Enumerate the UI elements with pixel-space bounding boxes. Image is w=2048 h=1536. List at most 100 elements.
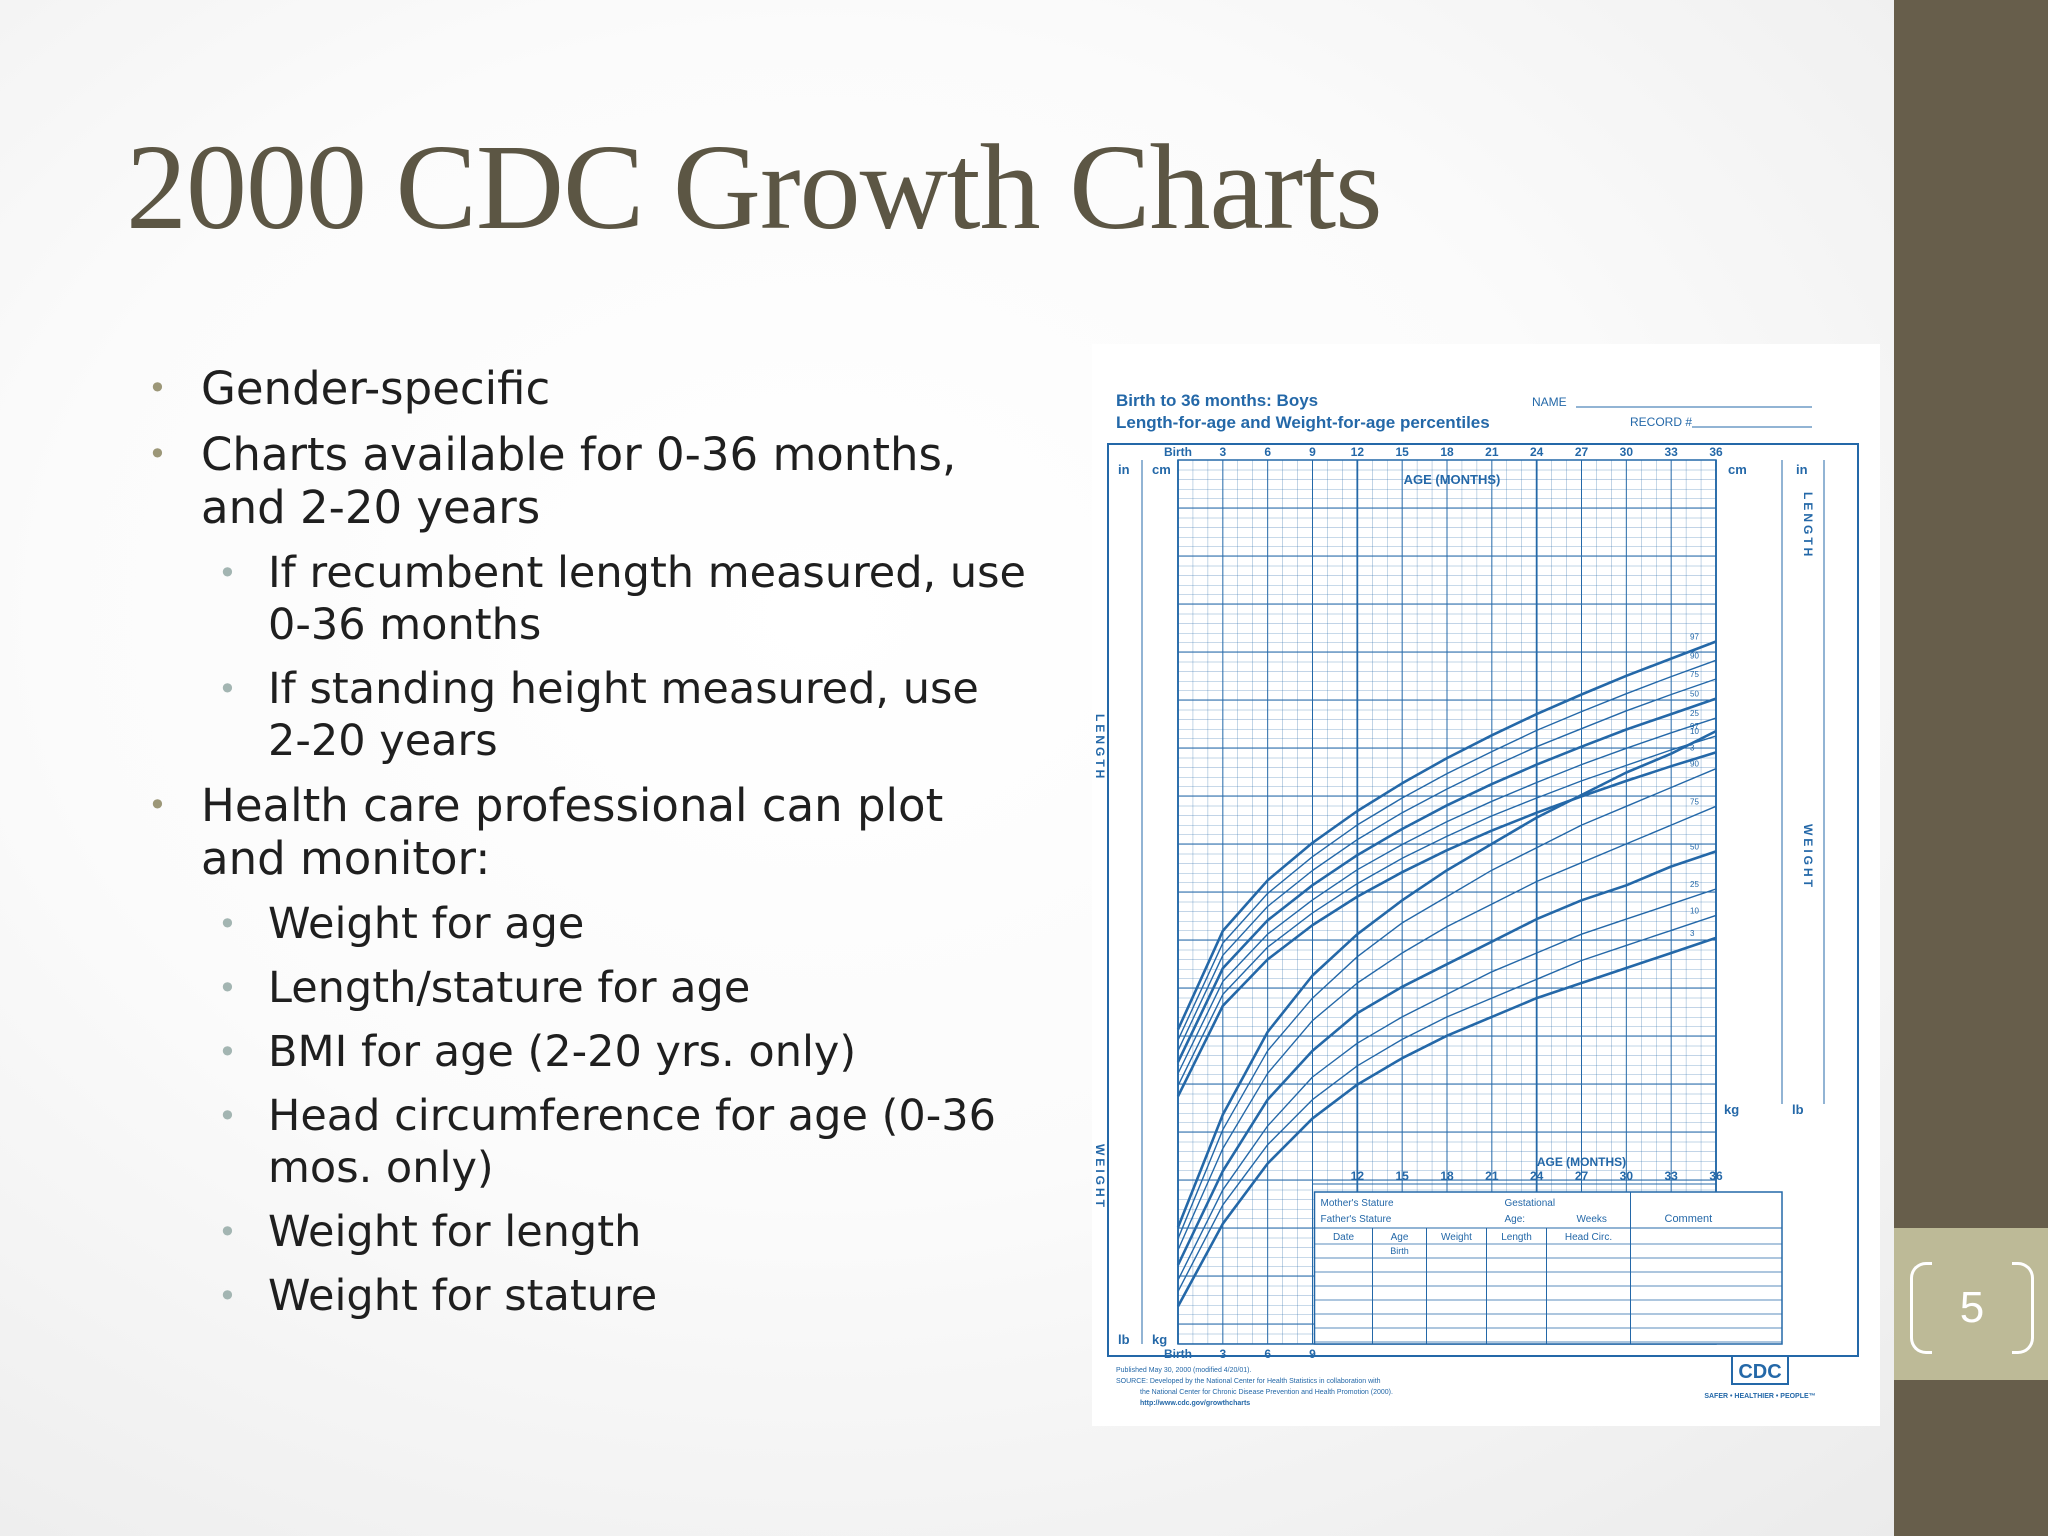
bullet-text: Weight for age	[268, 899, 585, 949]
length-vertical-label: LENGTH	[1093, 714, 1107, 781]
length-percentile-curve	[1177, 659, 1717, 1041]
table-label: Comment	[1665, 1213, 1713, 1225]
bullet-item: • Weight for length	[148, 1206, 1028, 1258]
table-birth-label: Birth	[1390, 1246, 1409, 1256]
length-percentile-label: 3	[1690, 743, 1695, 752]
bullet-text: BMI for age (2-20 yrs. only)	[268, 1027, 857, 1077]
top-axis-label: 36	[1709, 445, 1723, 459]
bullet-list: • Gender-specific • Charts available for 0-…	[148, 362, 1028, 1334]
unit-in-label-right: in	[1796, 462, 1808, 477]
inner-axis-label: 21	[1485, 1169, 1499, 1183]
length-percentile-label: 10	[1690, 727, 1699, 736]
table-column-header: Date	[1333, 1232, 1355, 1243]
bullet-item: • Weight for stature	[148, 1270, 1028, 1322]
length-percentile-curve	[1176, 751, 1717, 1097]
weight-percentile-label: 10	[1690, 906, 1699, 915]
top-axis-label: 21	[1485, 445, 1499, 459]
top-axis-label: 9	[1309, 445, 1316, 459]
bottom-axis-label: 9	[1309, 1347, 1316, 1361]
length-percentile-curve	[1176, 697, 1717, 1063]
unit-lb-label: lb	[1118, 1332, 1130, 1347]
bullet-text: Weight for length	[268, 1207, 642, 1257]
table-column-header: Head Circ.	[1565, 1232, 1612, 1243]
weight-percentile-curve	[1176, 850, 1717, 1266]
inner-axis-label: 30	[1620, 1169, 1634, 1183]
bullet-dot-icon: •	[148, 786, 167, 824]
length-percentile-label: 75	[1690, 670, 1699, 679]
table-label: Weeks	[1577, 1214, 1607, 1225]
bullet-dot-icon: •	[218, 1277, 237, 1315]
weight-percentile-label: 90	[1690, 760, 1699, 769]
page-number-bracket-left	[1910, 1262, 1932, 1354]
weight-percentile-label: 50	[1690, 842, 1699, 851]
top-axis-label: Birth	[1164, 445, 1192, 459]
table-label: Mother's Stature	[1321, 1198, 1394, 1209]
cdc-logo-text: CDC	[1738, 1361, 1781, 1383]
top-axis-label: 18	[1440, 445, 1454, 459]
measurement-table	[1313, 1191, 1783, 1345]
top-axis-label: 12	[1351, 445, 1365, 459]
length-percentile-label: 90	[1690, 651, 1699, 660]
weight-percentile-curve	[1177, 914, 1717, 1292]
slide-title: 2000 CDC Growth Charts	[126, 120, 1383, 255]
record-label: RECORD #	[1630, 415, 1692, 429]
top-axis-label: 3	[1219, 445, 1226, 459]
table-column-header: Length	[1501, 1232, 1532, 1243]
bullet-text: Health care professional can plot and mo…	[201, 779, 944, 885]
bullet-item: • BMI for age (2-20 yrs. only)	[148, 1026, 1028, 1078]
unit-kg-label-right: kg	[1724, 1102, 1739, 1117]
bullet-dot-icon: •	[218, 905, 237, 943]
chart-frame	[1107, 443, 1859, 1357]
unit-kg-label: kg	[1152, 1332, 1167, 1347]
unit-cm-label: cm	[1152, 462, 1171, 477]
footer-line: http://www.cdc.gov/growthcharts	[1140, 1400, 1250, 1407]
cdc-logo	[1731, 1355, 1789, 1385]
unit-cm-label-right: cm	[1728, 462, 1747, 477]
length-percentile-curve	[1177, 717, 1717, 1074]
weight-percentile-curve	[1177, 805, 1717, 1251]
bullet-dot-icon: •	[148, 369, 167, 407]
bullet-text: If recumbent length measured, use 0-36 m…	[268, 548, 1027, 650]
chart-title-line1: Birth to 36 months: Boys	[1116, 391, 1318, 410]
weight-vertical-label: WEIGHT	[1093, 1144, 1107, 1210]
bullet-item: • Weight for age	[148, 898, 1028, 950]
bottom-axis-label: Birth	[1164, 1347, 1192, 1361]
bullet-item: • Gender-specific	[148, 362, 1028, 415]
inner-axis-label: 24	[1530, 1169, 1544, 1183]
weight-percentile-curve	[1177, 888, 1717, 1281]
footer-line: SOURCE: Developed by the National Center…	[1116, 1378, 1381, 1385]
bullet-dot-icon: •	[218, 1033, 237, 1071]
length-percentile-curve	[1176, 640, 1717, 1031]
top-axis-label: 27	[1575, 445, 1589, 459]
weight-percentile-label: 75	[1690, 797, 1699, 806]
weight-percentile-curve	[1177, 768, 1717, 1239]
bullet-item: • Charts available for 0-36 months, and 2…	[148, 428, 1028, 534]
inner-axis-label: 33	[1664, 1169, 1678, 1183]
weight-percentile-label: 25	[1690, 880, 1699, 889]
table-label: Age:	[1505, 1214, 1526, 1225]
top-axis-label: 24	[1530, 445, 1544, 459]
top-axis-label: 6	[1264, 445, 1271, 459]
weight-percentile-curve	[1176, 729, 1717, 1228]
inner-axis-label: 36	[1709, 1169, 1723, 1183]
bullet-text: Gender-specific	[201, 362, 551, 415]
inner-axis-label: 27	[1575, 1169, 1589, 1183]
bullet-text: Length/stature for age	[268, 963, 751, 1013]
inner-axis-label: 15	[1395, 1169, 1409, 1183]
bullet-text: Head circumference for age (0-36 mos. on…	[268, 1091, 996, 1193]
cdc-slogan: SAFER • HEALTHIER • PEOPLE™	[1704, 1393, 1815, 1400]
bullet-item: • Health care professional can plot and m…	[148, 779, 1028, 885]
top-axis-label: 33	[1664, 445, 1678, 459]
growth-chart-image: Birth to 36 months: Boys Length-for-age …	[1092, 344, 1880, 1426]
length-vertical-label-right: LENGTH	[1801, 492, 1815, 559]
weight-percentile-curve	[1176, 936, 1717, 1308]
bullet-dot-icon: •	[218, 554, 237, 592]
bullet-dot-icon: •	[148, 435, 167, 473]
table-column-header: Weight	[1441, 1232, 1472, 1243]
table-column-header: Age	[1391, 1232, 1409, 1243]
age-months-label: AGE (MONTHS)	[1404, 472, 1501, 487]
page-number-band	[1894, 1228, 2048, 1380]
footer-line: the National Center for Chronic Disease …	[1140, 1389, 1393, 1396]
bottom-axis-label: 3	[1219, 1347, 1226, 1361]
bullet-item: • If standing height measured, use 2-20 y…	[148, 663, 1028, 767]
